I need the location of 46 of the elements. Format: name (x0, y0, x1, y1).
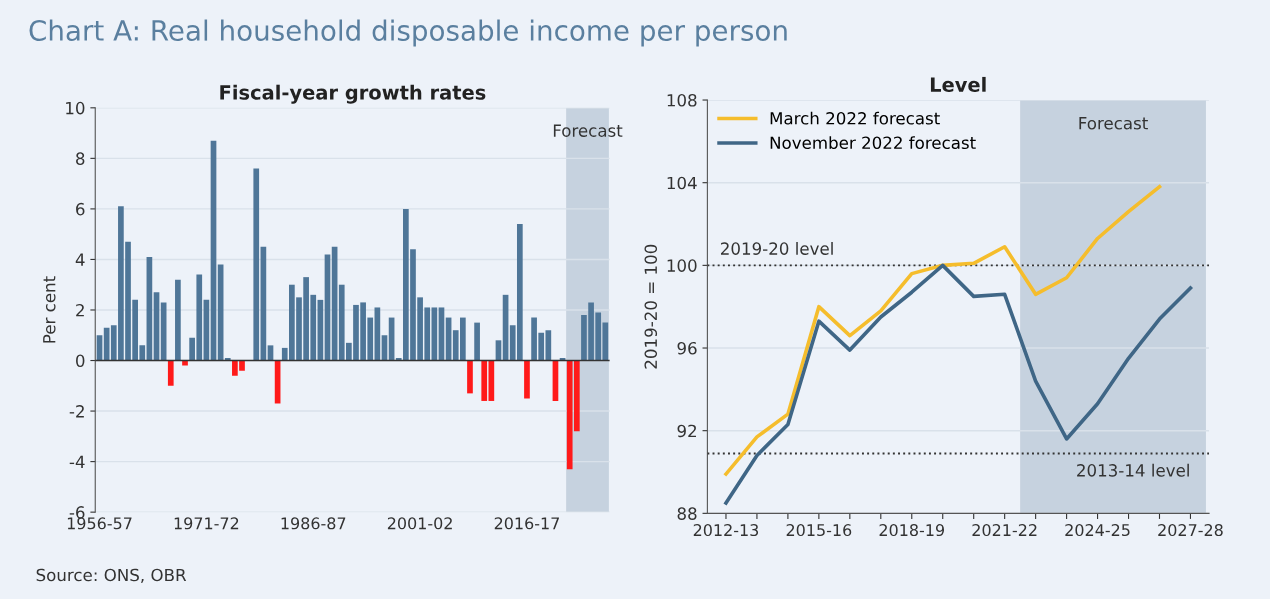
bar (253, 168, 260, 361)
y-tick-label: 2 (76, 303, 84, 317)
legend-label: March 2022 forecast (770, 111, 940, 125)
y-tick-label: 92 (677, 424, 696, 438)
bar (167, 360, 174, 386)
bar (182, 360, 188, 366)
x-tick-label: 2021-22 (972, 524, 1037, 537)
y-tick-label: 4 (75, 253, 85, 266)
y-tick-label: -4 (69, 455, 85, 468)
ref-line-label: 2019-20 level (721, 241, 833, 255)
x-tick-label: 2027-28 (1158, 524, 1223, 537)
x-tick-label: 2018-19 (879, 524, 945, 537)
y-axis-title: 2019-20 = 100 (644, 244, 658, 369)
line-series (724, 263, 1193, 505)
bar (524, 360, 530, 399)
x-tick-label: 2001-02 (387, 517, 452, 530)
x-tick-label: 2024-25 (1065, 524, 1130, 537)
chart-title: Level (930, 76, 986, 92)
y-tick-label: 104 (667, 176, 697, 190)
source-note: Source: ONS, OBR (36, 568, 187, 583)
y-tick-label: 10 (66, 101, 85, 115)
y-tick-label: 108 (667, 94, 697, 107)
x-tick-label: 2015-16 (786, 524, 852, 537)
x-tick-label: 1956-57 (67, 517, 132, 530)
bar (474, 322, 480, 361)
y-axis-title: Per cent (43, 276, 56, 343)
y-tick-label: 96 (677, 341, 697, 355)
y-tick-label: 100 (667, 259, 697, 272)
bar (467, 360, 473, 394)
x-tick-label: 1986-87 (281, 517, 346, 530)
chart-title: Chart A: Real household disposable income per person (29, 19, 787, 47)
text: Forecast (1079, 117, 1148, 130)
x-tick-label: 2016-17 (494, 517, 559, 530)
y-tick-label: -2 (69, 405, 84, 418)
chart-subtitle: Fiscal-year growth rates (220, 84, 486, 104)
y-tick-label: 8 (76, 152, 85, 165)
legend-label: November 2022 forecast (770, 136, 976, 150)
x-tick-label: 2012-13 (693, 524, 759, 537)
y-tick-label: 6 (76, 202, 85, 216)
ref-line-label: 2013-14 level (1077, 463, 1189, 477)
y-tick-label: -6 (69, 506, 85, 519)
bar (175, 279, 181, 361)
y-tick-label: 88 (677, 507, 697, 520)
text: Forecast (553, 124, 623, 137)
x-tick-label: 1971-72 (174, 517, 239, 530)
y-tick-label: 0 (76, 354, 85, 368)
